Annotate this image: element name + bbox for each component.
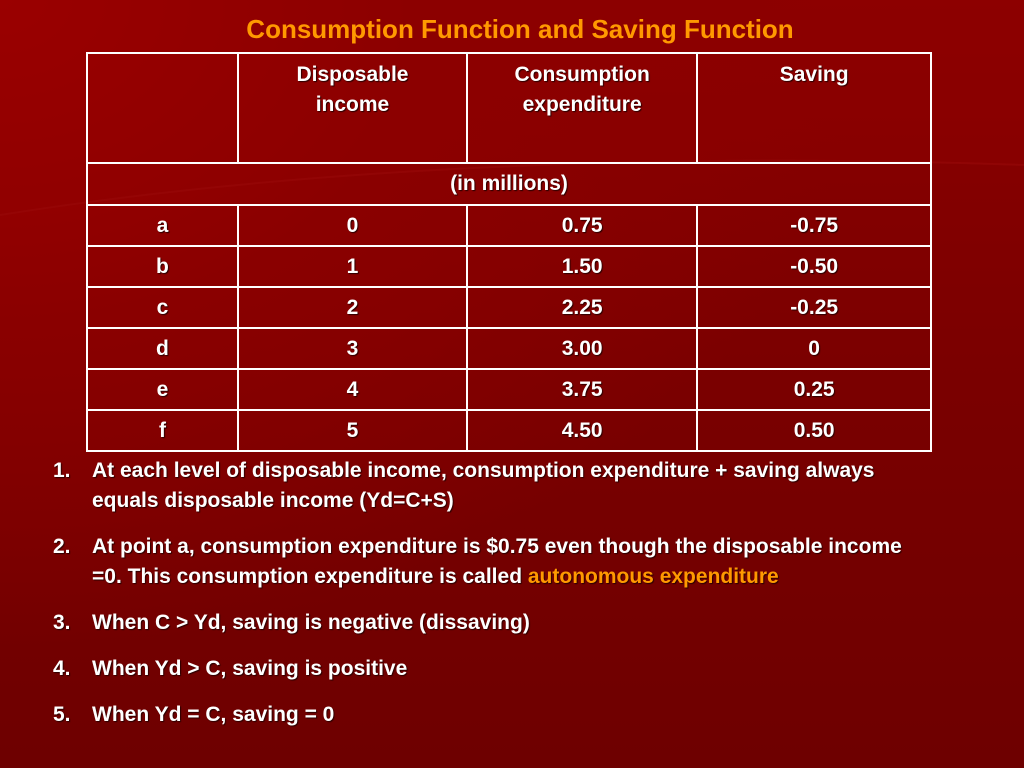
note-number: 1. — [53, 459, 71, 482]
header-cell-disposable-income: Disposable income — [236, 52, 469, 164]
header-line: Saving — [779, 63, 849, 86]
saving-cell: -0.25 — [696, 286, 932, 329]
row-label-cell: e — [86, 368, 239, 411]
unit-cell: (in millions) — [86, 162, 932, 206]
note-item: 1. At each level of disposable income, c… — [50, 456, 930, 516]
header-cell-saving: Saving — [696, 52, 932, 164]
row-label-cell: d — [86, 327, 239, 370]
note-text: At each level of disposable income, cons… — [92, 459, 875, 512]
row-label-cell: c — [86, 286, 239, 329]
income-cell: 1 — [236, 245, 469, 288]
table-row: e 4 3.75 0.25 — [86, 368, 932, 411]
consumption-cell: 3.75 — [465, 368, 699, 411]
saving-cell: 0.50 — [696, 409, 932, 452]
table-row: b 1 1.50 -0.50 — [86, 245, 932, 288]
table-row: a 0 0.75 -0.75 — [86, 204, 932, 247]
header-cell-empty — [86, 52, 239, 164]
header-line: expenditure — [522, 93, 642, 116]
table-row: c 2 2.25 -0.25 — [86, 286, 932, 329]
saving-cell: -0.50 — [696, 245, 932, 288]
income-cell: 0 — [236, 204, 469, 247]
note-text: At point a, consumption expenditure is $… — [92, 535, 902, 588]
note-item: 3. When C > Yd, saving is negative (diss… — [50, 608, 930, 638]
consumption-cell: 4.50 — [465, 409, 699, 452]
note-number: 3. — [53, 611, 71, 634]
table-row: d 3 3.00 0 — [86, 327, 932, 370]
data-table: Disposable income Consumption expenditur… — [86, 52, 932, 452]
row-label-cell: b — [86, 245, 239, 288]
saving-cell: -0.75 — [696, 204, 932, 247]
table-header-row: Disposable income Consumption expenditur… — [86, 52, 932, 164]
note-highlight: autonomous expenditure — [527, 565, 779, 588]
header-line: Disposable — [296, 63, 409, 86]
slide-title: Consumption Function and Saving Function — [246, 14, 794, 44]
note-number: 2. — [53, 535, 71, 558]
consumption-cell: 0.75 — [465, 204, 699, 247]
note-item: 4. When Yd > C, saving is positive — [50, 654, 930, 684]
header-cell-consumption-expenditure: Consumption expenditure — [465, 52, 699, 164]
unit-row: (in millions) — [86, 162, 932, 206]
saving-cell: 0 — [696, 327, 932, 370]
income-cell: 3 — [236, 327, 469, 370]
note-item: 5. When Yd = C, saving = 0 — [50, 700, 930, 730]
note-item: 2. At point a, consumption expenditure i… — [50, 532, 930, 592]
table-row: f 5 4.50 0.50 — [86, 409, 932, 452]
header-line: income — [315, 93, 390, 116]
header-line: Consumption — [514, 63, 650, 86]
income-cell: 5 — [236, 409, 469, 452]
note-number: 5. — [53, 703, 71, 726]
income-cell: 2 — [236, 286, 469, 329]
row-label-cell: f — [86, 409, 239, 452]
notes-list: 1. At each level of disposable income, c… — [50, 456, 930, 746]
consumption-cell: 3.00 — [465, 327, 699, 370]
note-text: When Yd = C, saving = 0 — [92, 703, 335, 726]
note-text: When Yd > C, saving is positive — [92, 657, 408, 680]
consumption-cell: 2.25 — [465, 286, 699, 329]
row-label-cell: a — [86, 204, 239, 247]
note-text: When C > Yd, saving is negative (dissavi… — [92, 611, 530, 634]
consumption-cell: 1.50 — [465, 245, 699, 288]
income-cell: 4 — [236, 368, 469, 411]
note-number: 4. — [53, 657, 71, 680]
saving-cell: 0.25 — [696, 368, 932, 411]
